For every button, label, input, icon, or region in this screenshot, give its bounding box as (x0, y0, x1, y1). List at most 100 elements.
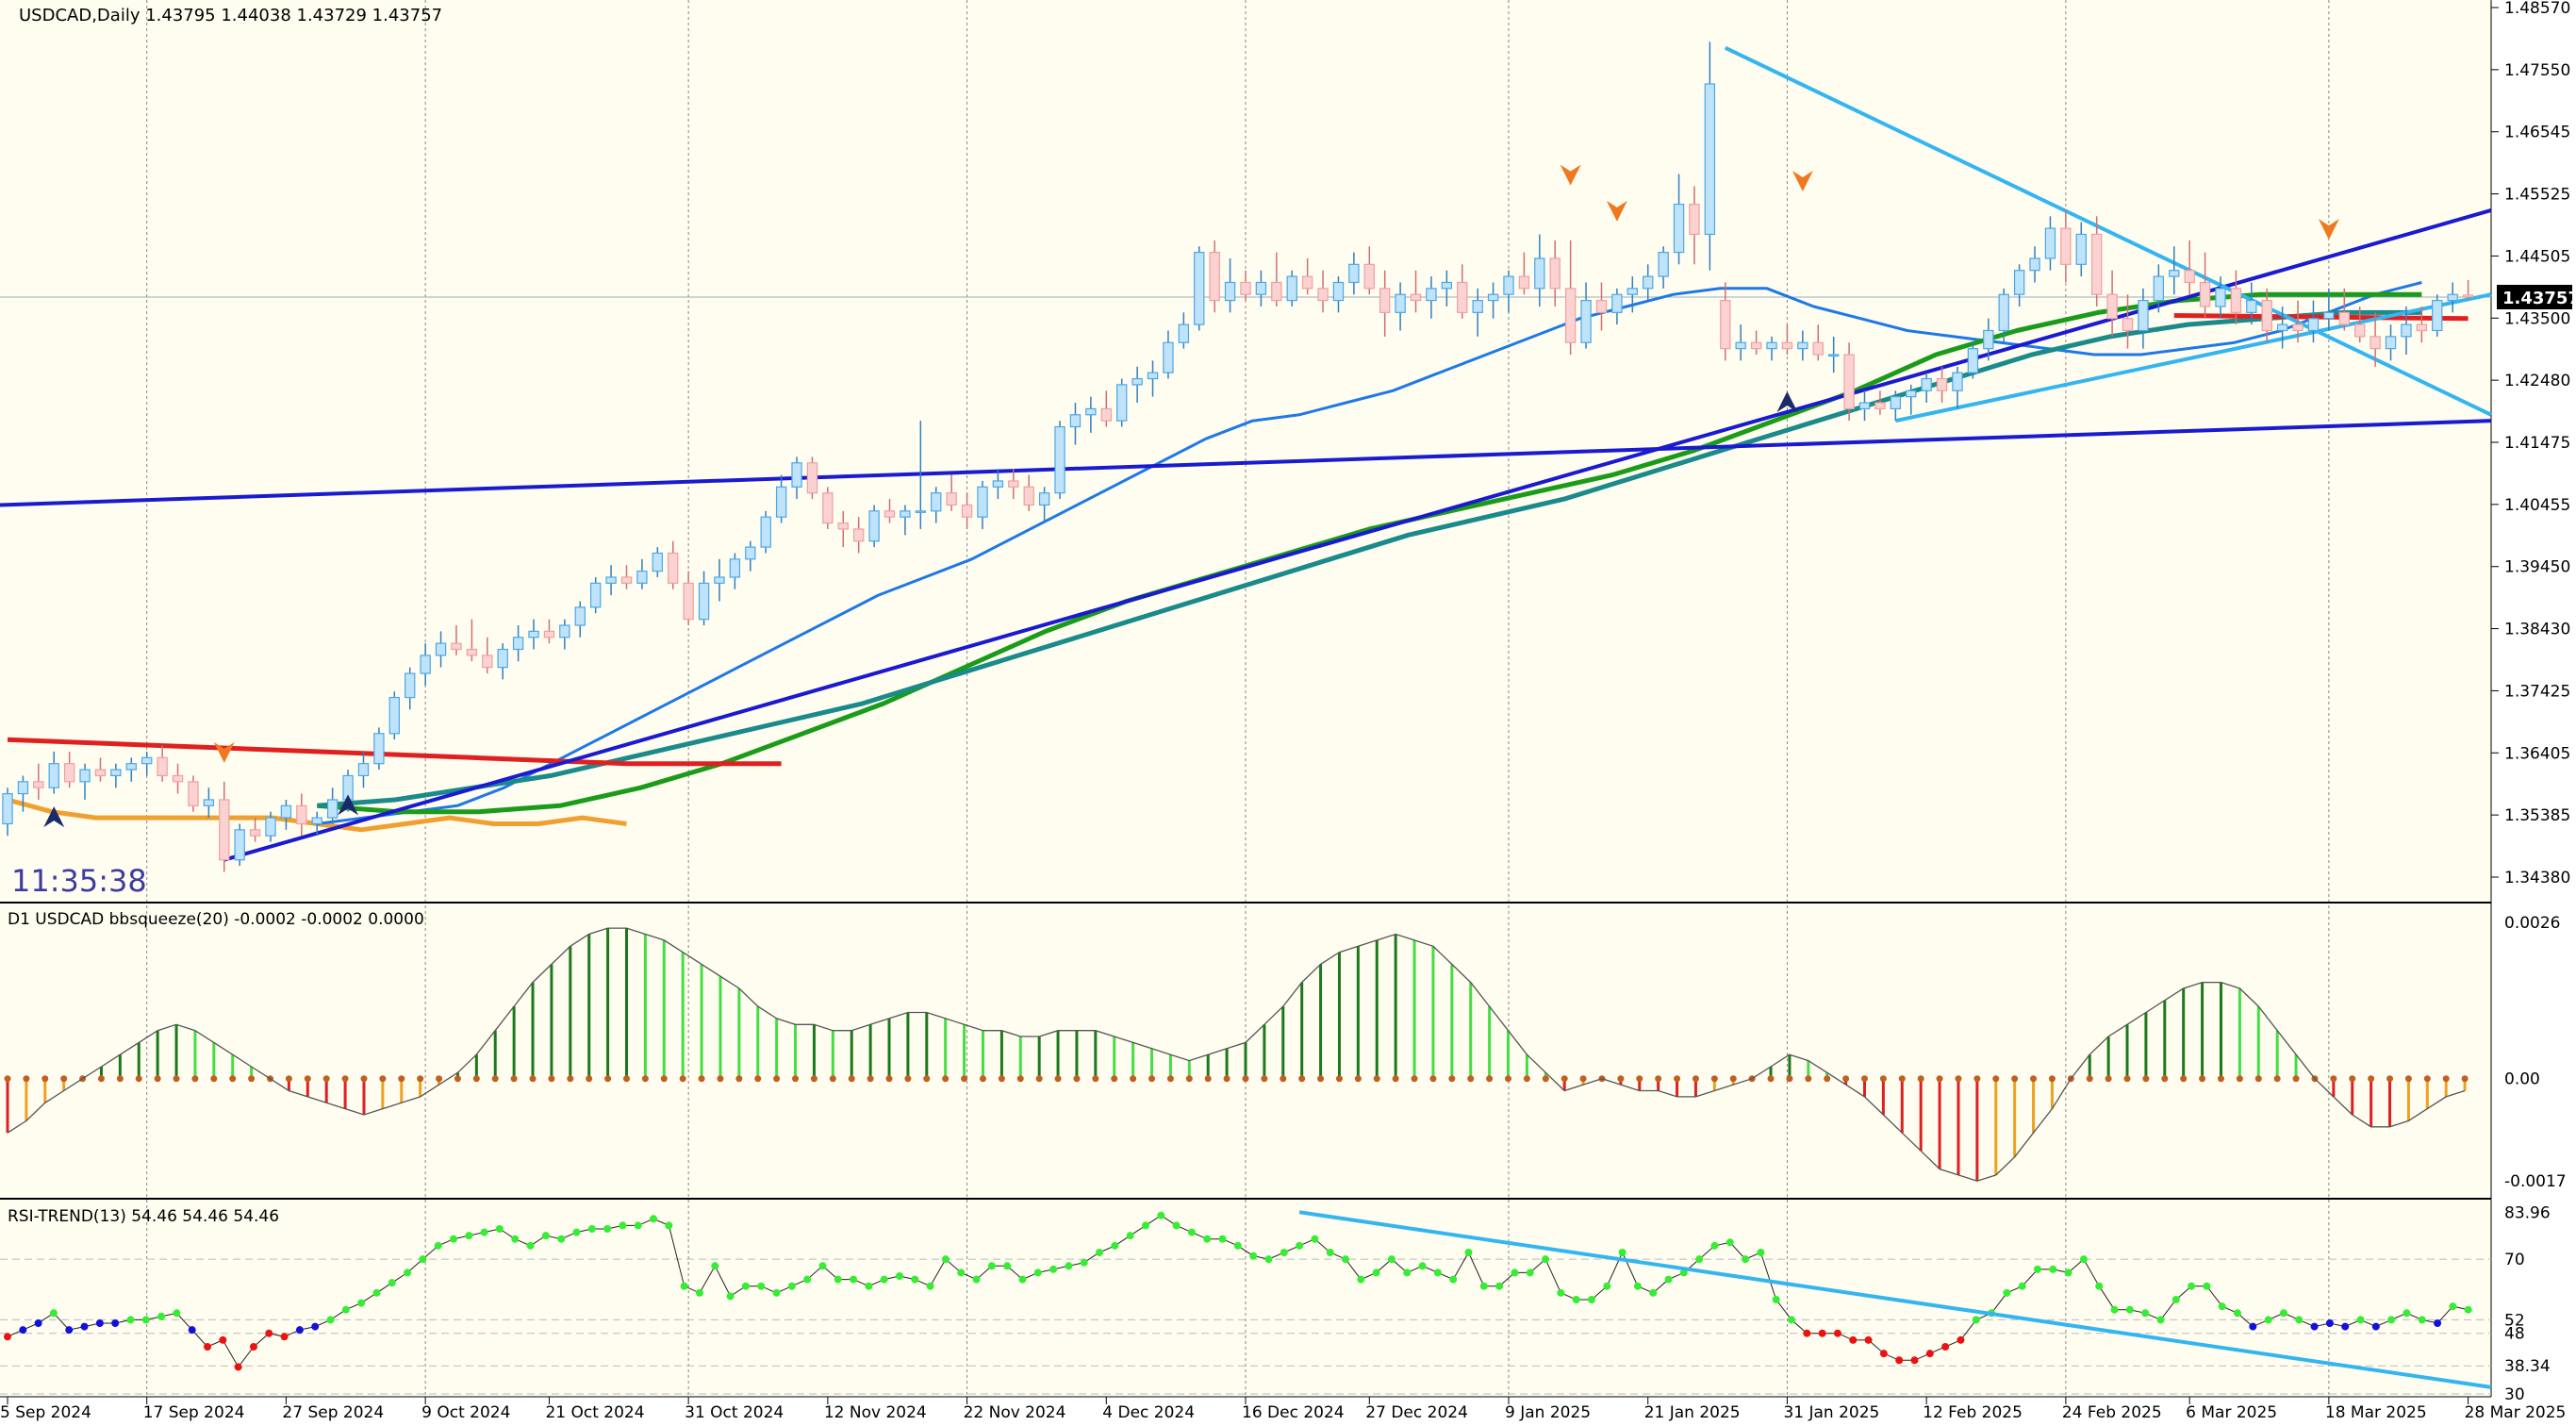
candle-body (2447, 293, 2458, 302)
rsi-dot (249, 1343, 257, 1351)
squeeze-dot (1204, 1075, 1212, 1083)
rsi-dot (1280, 1249, 1288, 1256)
sell-arrow (2318, 219, 2339, 240)
squeeze-dot (792, 1075, 800, 1083)
candle-body (574, 606, 586, 626)
rsi-dot (1449, 1275, 1458, 1284)
rsi-dot (141, 1316, 150, 1324)
squeeze-dot (773, 1075, 781, 1083)
squeeze-dot (885, 1075, 893, 1083)
candle-body (1627, 288, 1639, 295)
squeeze-dot (1411, 1075, 1418, 1083)
squeeze-tick-label: 0.0026 (2504, 914, 2560, 933)
rsi-dot (280, 1333, 289, 1341)
squeeze-dot (2030, 1075, 2038, 1083)
candle-body (931, 492, 942, 512)
squeeze-dot (923, 1075, 931, 1083)
squeeze-dot (529, 1075, 537, 1083)
candle-body (714, 576, 725, 584)
squeeze-tick-label: 0.00 (2504, 1070, 2540, 1089)
candle-body (852, 528, 865, 542)
squeeze-dot (248, 1075, 256, 1083)
rsi-dot (1910, 1356, 1919, 1365)
rsi-dot (957, 1268, 966, 1277)
squeeze-dot (2442, 1075, 2450, 1083)
squeeze-dot (1973, 1075, 1981, 1083)
trendline (1894, 292, 2492, 423)
squeeze-dot (586, 1075, 593, 1083)
squeeze-dot (867, 1075, 874, 1083)
rsi-dot (1864, 1335, 1873, 1344)
rsi-dot (834, 1275, 842, 1284)
squeeze-dot (1035, 1075, 1043, 1083)
current-price-tag (2497, 285, 2572, 309)
candle-body (203, 799, 215, 806)
rsi-dot (2049, 1265, 2057, 1273)
rsi-dot (896, 1272, 904, 1280)
rsi-dot (1157, 1211, 1165, 1219)
rsi-dot (2188, 1282, 2196, 1290)
squeeze-dot (1298, 1075, 1306, 1083)
rsi-dot (2449, 1302, 2457, 1311)
squeeze-dot (2180, 1075, 2188, 1083)
squeeze-dot (1448, 1075, 1456, 1083)
candle-body (2215, 288, 2226, 307)
rsi-dot (1326, 1249, 1334, 1256)
candle-body (1998, 293, 2009, 332)
squeeze-dot (2349, 1075, 2356, 1083)
squeeze-dot (1898, 1075, 1906, 1083)
squeeze-dot (1392, 1075, 1399, 1083)
candle-body (1301, 275, 1313, 290)
rsi-tick-label: 30 (2504, 1385, 2525, 1404)
candle-body (1332, 281, 1345, 302)
rsi-dot (880, 1275, 888, 1284)
rsi-dot (111, 1319, 120, 1327)
squeeze-dot (398, 1075, 405, 1083)
candle-body (1147, 372, 1159, 380)
candle-body (1054, 425, 1065, 494)
squeeze-dot (41, 1075, 49, 1083)
squeeze-dot (1486, 1075, 1494, 1083)
rsi-dot (1218, 1235, 1227, 1243)
squeeze-dot (848, 1075, 855, 1083)
candle-body (1395, 293, 1406, 313)
squeeze-dot (436, 1075, 443, 1083)
rsi-dot (204, 1343, 212, 1351)
candle-body (1008, 480, 1019, 488)
squeeze-dot (1054, 1075, 1062, 1083)
rsi-dot (2064, 1268, 2072, 1277)
trendline (1724, 45, 2492, 417)
rsi-dot (1080, 1258, 1088, 1267)
rsi-dot (34, 1319, 42, 1327)
candle-body (466, 648, 478, 656)
rsi-trendline (1298, 1210, 2492, 1389)
candle-body (2370, 336, 2381, 350)
candle-body (2184, 270, 2195, 284)
candle-body (1549, 257, 1560, 290)
squeeze-dot (641, 1075, 649, 1083)
rsi-dot (1418, 1262, 1427, 1270)
rsi-dot (911, 1275, 919, 1284)
rsi-dot (1187, 1228, 1196, 1236)
date-tick-label: 22 Nov 2024 (964, 1403, 1066, 1422)
rsi-dot (711, 1262, 719, 1270)
main-pane-bg (0, 0, 2491, 903)
rsi-dot (95, 1319, 104, 1327)
candle-body (2013, 270, 2025, 295)
squeeze-dot (472, 1075, 480, 1083)
rsi-dot (2325, 1319, 2334, 1327)
squeeze-dot (1092, 1075, 1099, 1083)
rsi-dot (541, 1232, 550, 1240)
squeeze-dot (1879, 1075, 1887, 1083)
squeeze-dot (1861, 1075, 1868, 1083)
candle-body (1534, 257, 1545, 290)
date-tick-label: 28 Mar 2025 (2465, 1403, 2567, 1422)
rsi-dot (1957, 1335, 1965, 1344)
candle-body (265, 817, 276, 837)
candle-body (1194, 251, 1205, 325)
rsi-dot (1587, 1296, 1595, 1303)
squeeze-dot (1655, 1075, 1662, 1083)
candle-body (1224, 281, 1236, 302)
candle-body (1735, 341, 1746, 350)
